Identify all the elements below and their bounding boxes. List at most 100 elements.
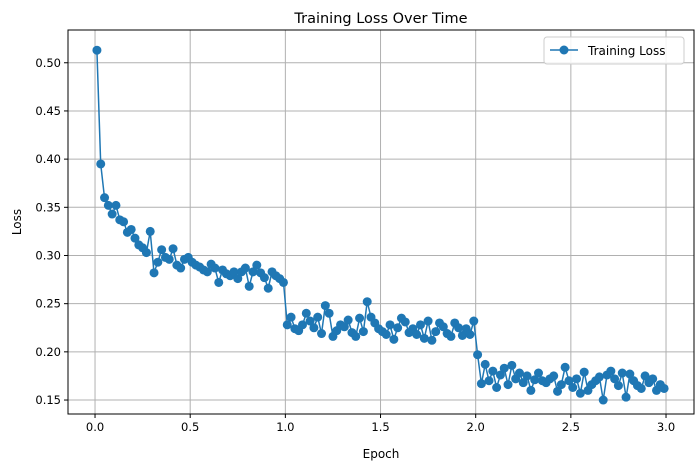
data-point (556, 380, 566, 390)
legend-box (543, 36, 685, 65)
data-point (96, 159, 106, 169)
data-point (233, 274, 243, 284)
data-point (393, 323, 403, 333)
data-point (119, 217, 129, 227)
data-point (423, 316, 433, 326)
data-point (526, 385, 536, 395)
data-point (522, 371, 532, 381)
data-point (427, 335, 437, 345)
data-point (153, 257, 163, 267)
data-point (480, 359, 490, 369)
data-point (533, 368, 543, 378)
data-point (564, 376, 574, 386)
x-tick-label: 0.0 (86, 420, 104, 434)
data-point (149, 268, 159, 278)
data-point (263, 283, 273, 293)
data-point (248, 267, 258, 277)
data-point (157, 245, 167, 255)
data-point (499, 363, 509, 373)
x-tick-label: 2.5 (562, 420, 580, 434)
data-point (385, 320, 395, 330)
data-point (358, 327, 368, 337)
data-point (553, 386, 563, 396)
data-point (297, 320, 307, 330)
data-point (606, 366, 616, 376)
data-point (111, 200, 121, 210)
data-point (438, 322, 448, 332)
chart-title: Training Loss Over Time (293, 11, 467, 27)
x-tick-label: 1.0 (276, 420, 294, 434)
data-point (145, 226, 155, 236)
x-axis: 0.0 0.5 1.0 1.5 2.0 2.5 3.0 (86, 414, 675, 434)
data-point (492, 383, 502, 393)
data-point (362, 297, 372, 307)
data-point (446, 331, 456, 341)
data-point (107, 209, 117, 219)
data-point (320, 301, 330, 311)
data-point (613, 381, 623, 391)
data-point (210, 263, 220, 273)
data-point (343, 315, 353, 325)
data-point (518, 378, 528, 388)
data-point (514, 368, 524, 378)
data-point (419, 333, 429, 343)
data-point (240, 263, 250, 273)
data-point (549, 371, 559, 381)
data-point (259, 273, 269, 283)
data-point (560, 362, 570, 372)
data-point (389, 334, 399, 344)
y-tick-label: 0.15 (35, 393, 61, 407)
x-tick-label: 1.5 (371, 420, 389, 434)
data-point (305, 316, 315, 326)
data-point (431, 327, 441, 337)
data-point (339, 322, 349, 332)
data-point (141, 248, 151, 258)
data-point (503, 380, 513, 390)
data-point (454, 323, 464, 333)
data-point (229, 267, 239, 277)
data-point (351, 331, 361, 341)
data-point (400, 317, 410, 327)
y-tick-label: 0.20 (35, 345, 61, 359)
data-point (568, 383, 578, 393)
data-point (252, 260, 262, 270)
data-point (530, 375, 540, 385)
data-point (575, 388, 585, 398)
data-point (214, 277, 224, 287)
legend-label: Training Loss (587, 44, 665, 58)
series-training-loss (92, 45, 669, 405)
y-tick-label: 0.50 (35, 56, 61, 70)
data-point (301, 308, 311, 318)
data-point (176, 263, 186, 273)
data-point (313, 312, 323, 322)
x-tick-label: 2.0 (467, 420, 485, 434)
data-point (317, 329, 327, 339)
y-tick-label: 0.30 (35, 248, 61, 262)
y-tick-label: 0.40 (35, 152, 61, 166)
legend-marker (559, 45, 569, 55)
data-point (484, 376, 494, 386)
y-tick-label: 0.35 (35, 200, 61, 214)
data-point (164, 254, 174, 264)
x-axis-label: Epoch (363, 447, 400, 461)
data-point (282, 320, 292, 330)
data-point (625, 369, 635, 379)
data-point (465, 330, 475, 340)
y-tick-label: 0.25 (35, 297, 61, 311)
data-point (579, 367, 589, 377)
data-point (621, 392, 631, 402)
data-point (610, 374, 620, 384)
x-tick-label: 3.0 (657, 420, 675, 434)
data-point (381, 330, 391, 340)
data-point (476, 379, 486, 389)
data-point (495, 370, 505, 380)
data-point (100, 193, 110, 203)
data-point (572, 374, 582, 384)
data-point (168, 244, 178, 254)
data-point (594, 372, 604, 382)
data-point (355, 313, 365, 323)
data-point (648, 374, 658, 384)
data-point (412, 330, 422, 340)
data-point (659, 383, 669, 393)
